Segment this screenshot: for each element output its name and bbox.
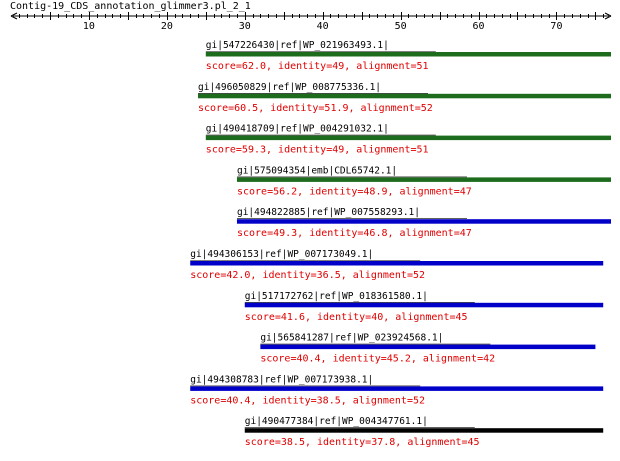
hit-score-label: score=42.0, identity=36.5, alignment=52 xyxy=(190,270,425,281)
hit-bar xyxy=(198,93,611,99)
ruler-tick-label: 50 xyxy=(395,21,407,32)
hit-bar xyxy=(244,302,604,308)
hit-bar xyxy=(190,386,604,391)
hit-bar xyxy=(190,261,604,266)
hit-score-label: score=49.3, identity=46.8, alignment=47 xyxy=(237,228,472,239)
hit-bar xyxy=(260,344,596,350)
hit-bar xyxy=(236,177,611,182)
hit-score-label: score=41.6, identity=40, alignment=45 xyxy=(245,312,468,323)
hit-score-label: score=56.2, identity=48.9, alignment=47 xyxy=(237,186,472,197)
hit-track: gi|490477384|ref|WP_004347761.1| score=38… xyxy=(244,416,604,448)
ruler-tick-label: 60 xyxy=(473,21,485,32)
hit-track: gi|494822885|ref|WP_007558293.1| score=49… xyxy=(236,207,611,239)
hit-accession-label: gi|490477384|ref|WP_004347761.1| xyxy=(245,416,428,427)
hit-score-label: score=40.4, identity=38.5, alignment=52 xyxy=(190,395,425,406)
hit-score-label: score=38.5, identity=37.8, alignment=45 xyxy=(245,437,480,448)
ruler-tick-label: 40 xyxy=(317,21,329,32)
hit-track: gi|575094354|emb|CDL65742.1| score=56.2, … xyxy=(236,165,611,197)
hit-accession-label: gi|517172762|ref|WP_018361580.1| xyxy=(245,291,428,302)
hit-bar xyxy=(205,52,612,57)
hit-bar xyxy=(205,135,612,141)
hit-accession-label: gi|565841287|ref|WP_023924568.1| xyxy=(260,333,443,344)
ruler-tick-label: 20 xyxy=(161,21,173,32)
hit-score-label: score=59.3, identity=49, alignment=51 xyxy=(206,145,429,156)
hit-accession-label: gi|490418709|ref|WP_004291032.1| xyxy=(206,124,389,135)
hit-accession-label: gi|575094354|emb|CDL65742.1| xyxy=(237,165,397,176)
hit-track: gi|494306153|ref|WP_007173049.1| score=42… xyxy=(190,249,604,281)
hit-list: gi|547226430|ref|WP_021963493.1| score=62… xyxy=(190,40,612,448)
hit-track: gi|496050829|ref|WP_008775336.1| score=60… xyxy=(198,82,611,114)
hit-track: gi|490418709|ref|WP_004291032.1| score=59… xyxy=(205,124,612,156)
ruler-arrow-left xyxy=(10,12,18,20)
hit-track: gi|547226430|ref|WP_021963493.1| score=62… xyxy=(205,40,612,72)
hit-track: gi|494308783|ref|WP_007173938.1| score=40… xyxy=(190,374,604,406)
hit-track: gi|517172762|ref|WP_018361580.1| score=41… xyxy=(244,291,604,323)
hit-score-label: score=62.0, identity=49, alignment=51 xyxy=(206,61,429,72)
position-ruler: 10 20 30 40 50 60 70 xyxy=(10,12,612,32)
hit-accession-label: gi|496050829|ref|WP_008775336.1| xyxy=(198,82,381,93)
hit-score-label: score=60.5, identity=51.9, alignment=52 xyxy=(198,103,433,114)
hit-bar xyxy=(236,219,611,224)
hit-score-label: score=40.4, identity=45.2, alignment=42 xyxy=(260,354,495,365)
hit-track: gi|565841287|ref|WP_023924568.1| score=40… xyxy=(260,333,596,365)
hit-accession-label: gi|494308783|ref|WP_007173938.1| xyxy=(190,374,373,385)
ruler-arrow-right xyxy=(604,12,612,20)
ruler-tick-label: 10 xyxy=(83,21,95,32)
ruler-tick-label: 70 xyxy=(550,21,562,32)
diagram-title: Contig-19_CDS_annotation_glimmer3.pl_2_1 xyxy=(10,1,251,12)
hit-accession-label: gi|547226430|ref|WP_021963493.1| xyxy=(206,40,389,51)
hit-accession-label: gi|494306153|ref|WP_007173049.1| xyxy=(190,249,373,260)
ruler-tick-label: 30 xyxy=(239,21,251,32)
hit-accession-label: gi|494822885|ref|WP_007558293.1| xyxy=(237,207,420,218)
hit-bar xyxy=(244,428,604,433)
